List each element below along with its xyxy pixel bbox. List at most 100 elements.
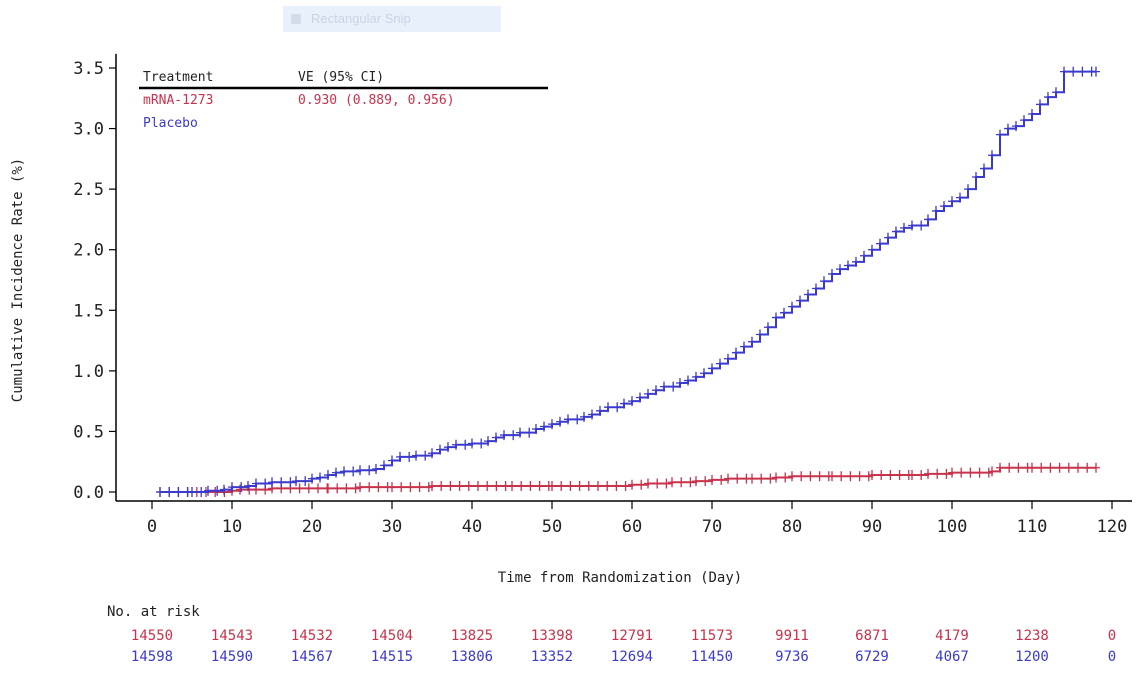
at-risk-value-placebo: 11450: [691, 649, 733, 665]
censor-mark: [860, 250, 868, 261]
censor-mark: [652, 385, 660, 396]
censor-mark: [620, 398, 628, 409]
censor-mark: [924, 214, 932, 225]
x-tick-label: 90: [862, 517, 882, 537]
censor-mark: [1004, 123, 1012, 134]
y-tick-label: 2.0: [73, 241, 104, 261]
x-tick-label: 30: [382, 517, 402, 537]
at-risk-value-placebo: 13352: [531, 649, 573, 665]
y-tick-label: 2.5: [73, 180, 104, 200]
censor-mark: [421, 450, 430, 461]
censor-mark: [1046, 462, 1055, 473]
censor-mark: [548, 480, 556, 491]
at-risk-value-mrna-1273: 9911: [775, 628, 809, 644]
censor-mark: [613, 402, 622, 413]
censor-mark: [772, 312, 780, 323]
censor-mark: [964, 184, 972, 195]
censor-mark: [686, 477, 695, 488]
censor-mark: [548, 419, 556, 430]
censor-mark: [596, 405, 604, 416]
censor-mark: [356, 482, 364, 493]
censor-mark: [876, 238, 884, 249]
censor-mark: [314, 483, 322, 494]
at-risk-table: No. at risk 14550 14543 14532 14504 13825 133…: [107, 604, 1116, 665]
censor-mark: [612, 480, 621, 491]
y-tick-label: 1.5: [73, 301, 104, 321]
x-tick-label: 10: [222, 517, 242, 537]
at-risk-value-mrna-1273: 14504: [371, 628, 413, 644]
censor-mark: [575, 480, 584, 491]
censor-mark: [1037, 462, 1046, 473]
censor-mark: [917, 220, 926, 231]
censor-mark: [566, 480, 575, 491]
censor-mark: [1074, 462, 1082, 473]
censor-mark: [820, 276, 828, 287]
censor-mark: [340, 466, 348, 477]
censor-mark: [584, 480, 593, 491]
censor-mark: [1012, 121, 1020, 132]
x-ticks: 0 10 20 30 40 50 60 70 80 90 100 110 120: [147, 501, 1127, 537]
censor-mark: [644, 478, 652, 489]
censor-mark: [1055, 462, 1064, 473]
x-tick-label: 40: [462, 517, 482, 537]
censor-mark: [700, 368, 708, 379]
x-axis-label: Time from Randomization (Day): [498, 570, 742, 586]
censor-marks-mrna-1273: [156, 462, 1100, 497]
censor-mark: [474, 480, 482, 491]
censor-mark: [708, 363, 716, 374]
censor-mark: [380, 460, 388, 471]
censor-mark: [268, 477, 276, 488]
censor-mark: [692, 371, 700, 382]
censor-mark: [884, 232, 892, 243]
censor-mark: [756, 329, 764, 340]
censor-mark: [956, 192, 964, 203]
censor-mark: [603, 480, 612, 491]
censor-mark: [1069, 66, 1078, 77]
at-risk-value-mrna-1273: 14532: [291, 628, 333, 644]
censor-mark: [724, 473, 732, 484]
censor-mark: [1092, 462, 1100, 473]
censor-mark: [356, 465, 364, 476]
censor-mark: [733, 473, 742, 484]
censor-mark: [644, 388, 652, 399]
x-tick-label: 80: [782, 517, 802, 537]
censor-mark: [446, 480, 455, 491]
censor-mark: [415, 482, 424, 493]
censor-mark: [532, 424, 540, 435]
censor-mark: [796, 295, 804, 306]
censor-mark: [684, 375, 692, 386]
at-risk-value-placebo: 1200: [1015, 649, 1049, 665]
censor-mark: [535, 480, 544, 491]
censor-mark: [588, 409, 596, 420]
censor-mark: [436, 444, 444, 455]
at-risk-value-mrna-1273: 0: [1108, 628, 1116, 644]
censor-mark: [540, 421, 548, 432]
censor-mark: [781, 472, 790, 483]
censor-mark: [815, 471, 824, 482]
x-tick-label: 20: [302, 517, 322, 537]
censor-mark: [948, 196, 956, 207]
censor-mark: [509, 430, 518, 441]
censor-mark: [396, 451, 404, 462]
censor-mark: [277, 477, 286, 488]
censor-mark: [455, 480, 464, 491]
censor-mark: [1060, 66, 1068, 77]
x-tick-label: 0: [147, 517, 157, 537]
at-risk-value-placebo: 9736: [775, 649, 809, 665]
censor-marks-placebo: [156, 66, 1100, 497]
censor-mark: [837, 471, 846, 482]
censor-mark: [197, 487, 206, 497]
legend-entry-mrna-1273: mRNA-1273: [143, 93, 213, 108]
censor-mark: [374, 482, 383, 493]
censor-mark: [1028, 462, 1036, 473]
at-risk-value-mrna-1273: 13825: [451, 628, 493, 644]
at-risk-value-mrna-1273: 13398: [531, 628, 573, 644]
censor-mark: [397, 482, 406, 493]
at-risk-value-mrna-1273: 4179: [935, 628, 969, 644]
censor-mark: [516, 427, 524, 438]
censor-mark: [740, 341, 748, 352]
censor-mark: [437, 480, 446, 491]
censor-mark: [406, 482, 415, 493]
at-risk-value-placebo: 14598: [131, 649, 173, 665]
censor-mark: [526, 480, 535, 491]
